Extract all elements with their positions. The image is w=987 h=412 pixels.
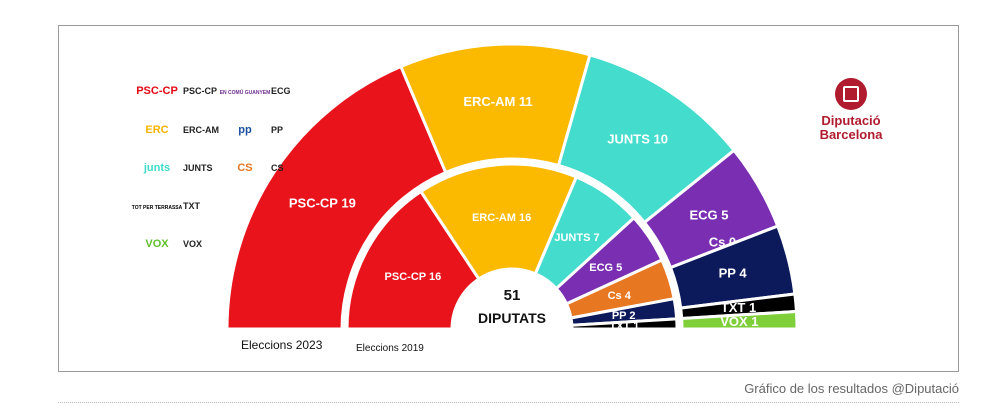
legend-label: ERC-AM [183, 125, 219, 135]
slice-label: PP 4 [719, 266, 748, 281]
legend-logo-bg [139, 79, 175, 101]
legend-logo-bg [227, 79, 263, 101]
legend-logo-bg [139, 232, 175, 254]
legend-logo-icon: TOT PER TERRASSA [132, 205, 183, 211]
legend-label: VOX [183, 239, 202, 249]
legend-label: PSC-CP [183, 86, 217, 96]
total-label: DIPUTATS [478, 310, 546, 326]
slice-label: ERC-AM 16 [472, 212, 531, 224]
diputacio-name-line1: Diputació [821, 113, 881, 128]
legend-logo-bg [139, 156, 175, 178]
legend-logo-bg [227, 118, 263, 140]
diputacio-seal-icon [835, 78, 867, 110]
legend-logo-icon: CS [237, 162, 252, 174]
slice-label: JUNTS 10 [607, 131, 668, 146]
slice-label: PSC-CP 19 [289, 195, 356, 210]
legend-logo-icon: pp [238, 124, 252, 136]
diputacio-name: Diputació Barcelona [811, 114, 891, 142]
legend-logo-icon: PSC-CP [136, 85, 178, 97]
slice-label: VOX 1 [720, 314, 758, 329]
slice-label: ECG 5 [690, 207, 729, 222]
legend-logo-bg [139, 118, 175, 140]
legend-label: TXT [183, 201, 201, 211]
slice-label: ECG 5 [589, 262, 622, 274]
slice-label: PP 2 [612, 310, 636, 322]
slice-label: JUNTS 7 [554, 232, 599, 244]
legend-logo-bg [139, 194, 175, 216]
election-label-2019: Eleccions 2019 [356, 343, 424, 354]
hemicycle-slice [570, 317, 679, 331]
image-caption: Gráfico de los resultados @Diputació [744, 381, 959, 396]
hemicycle-slice [345, 189, 481, 331]
hemicycle-slice [225, 64, 448, 331]
legend-logo-icon: ERC [145, 124, 168, 136]
slice-label: TXT 1 [609, 321, 639, 333]
diputacio-logo: Diputació Barcelona [811, 78, 891, 142]
caption-divider [58, 402, 959, 403]
total-seats: 51 [504, 287, 521, 304]
legend-logo-icon: junts [143, 162, 170, 174]
slice-label: TXT 1 [721, 300, 756, 315]
slice-label: ERC-AM 11 [463, 94, 532, 109]
diputacio-name-line2: Barcelona [819, 127, 883, 142]
legend-label: JUNTS [183, 163, 213, 173]
slice-label: PSC-CP 16 [385, 271, 442, 283]
legend-logo-icon: EN COMÚ GUANYEM [220, 89, 271, 96]
legend-label: ECG [271, 86, 291, 96]
hemicycle-slice [418, 162, 579, 282]
slice-label: Cs 4 [608, 290, 632, 302]
legend-logo-bg [227, 156, 263, 178]
legend-label: PP [271, 125, 283, 135]
hemicycle-slice [680, 309, 799, 331]
legend-logo-icon: VOX [145, 238, 169, 250]
election-label-2023: Eleccions 2023 [241, 338, 323, 352]
legend-label: CS [271, 163, 284, 173]
